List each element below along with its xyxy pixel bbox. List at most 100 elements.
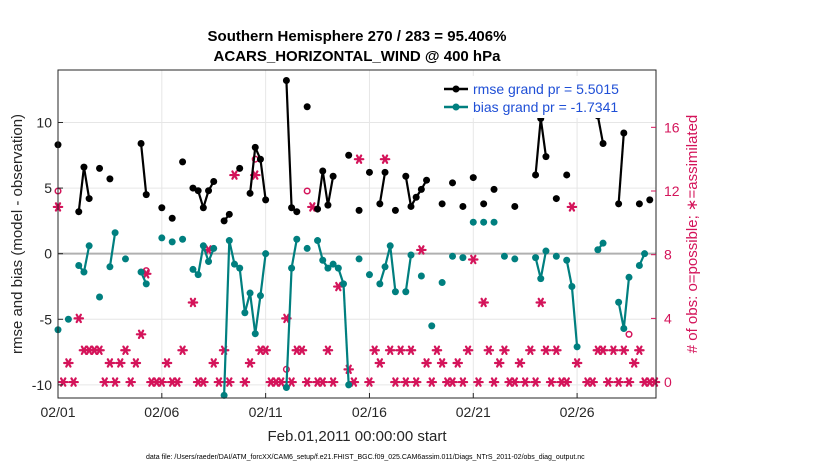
bias-line-segment <box>622 277 631 329</box>
bias-point <box>121 255 129 263</box>
y-tick-label-right: 4 <box>664 310 672 326</box>
assimilated-obs-marker <box>239 377 251 387</box>
rmse-point <box>552 195 560 203</box>
rmse-point <box>303 103 311 111</box>
bias-line-segment <box>290 239 298 269</box>
assimilated-obs-marker <box>135 329 147 340</box>
bias-point <box>386 242 394 250</box>
rmse-line-segment <box>321 170 330 206</box>
x-tick-label: 02/16 <box>352 404 387 420</box>
plot-frame <box>57 69 657 399</box>
bias-point <box>620 324 628 332</box>
y-tick-label-right: 12 <box>664 183 680 199</box>
bias-point <box>563 256 571 264</box>
assimilated-obs-marker <box>561 377 573 387</box>
assimilated-obs-marker <box>405 345 417 355</box>
bias-point <box>282 384 290 392</box>
obs-count-markers <box>52 154 661 387</box>
y-tick-label-left: 0 <box>44 246 52 262</box>
x-tick-label: 02/06 <box>144 404 179 420</box>
rmse-line-segment <box>139 143 148 195</box>
bias-point <box>199 242 207 250</box>
assimilated-obs-marker <box>457 377 469 387</box>
rmse-point <box>75 208 83 216</box>
assimilated-obs-marker <box>229 170 240 180</box>
possible-obs-marker <box>303 187 311 195</box>
bias-point <box>355 255 363 263</box>
rmse-point <box>220 217 228 225</box>
assimilated-obs-marker <box>519 377 531 387</box>
x-tick-label: 02/11 <box>249 404 283 420</box>
bias-point <box>428 322 436 330</box>
assimilated-obs-marker <box>431 345 443 355</box>
rmse-point <box>96 164 104 172</box>
assimilated-obs-marker <box>348 377 360 387</box>
assimilated-obs-marker <box>208 358 220 368</box>
assimilated-obs-marker <box>94 345 105 355</box>
bias-point <box>407 251 415 259</box>
bias-point <box>537 275 545 283</box>
rmse-point <box>417 185 425 193</box>
bias-point <box>96 293 104 301</box>
rmse-point <box>210 178 218 186</box>
bias-point <box>80 268 88 276</box>
y-tick-label-left: -5 <box>40 311 53 327</box>
assimilated-obs-marker <box>275 377 287 387</box>
bias-line-segment <box>223 240 231 396</box>
bias-point <box>106 263 114 271</box>
legend-rmse-marker <box>452 85 460 93</box>
assimilated-obs-marker <box>322 345 334 355</box>
rmse-point <box>563 171 571 179</box>
bias-point <box>168 238 176 246</box>
bias-point <box>417 272 425 280</box>
bias-line-segment <box>285 268 293 388</box>
rmse-point <box>85 195 93 203</box>
y-axis-label-right: # of obs: o=possible; ∗=assimilated <box>684 115 701 354</box>
bias-point <box>303 244 311 252</box>
rmse-point <box>137 139 145 147</box>
rmse-line-segment <box>326 176 335 206</box>
x-tick-label: 02/21 <box>456 404 491 420</box>
rmse-line-segment <box>77 166 86 212</box>
assimilated-obs-marker <box>224 377 235 387</box>
legend-bias-marker <box>452 103 460 111</box>
assimilated-obs-marker <box>172 377 183 387</box>
assimilated-obs-marker <box>130 358 142 368</box>
chart-title-line-2: ACARS_HORIZONTAL_WIND @ 400 hPa <box>214 48 502 65</box>
possible-obs-marker <box>625 330 633 338</box>
assimilated-obs-marker <box>156 377 168 387</box>
y-tick-label-left: 5 <box>44 180 52 196</box>
rmse-point <box>106 175 114 183</box>
rmse-point <box>412 193 420 201</box>
bias-line-segment <box>404 254 413 292</box>
footnote: data file: /Users/raeder/DAI/ATM_forcXX/… <box>146 454 585 461</box>
assimilated-obs-marker <box>244 358 256 368</box>
bias-line-segment <box>197 245 205 275</box>
bias-point <box>230 260 238 268</box>
assimilated-obs-marker <box>436 358 448 368</box>
bias-line-segment <box>238 267 246 313</box>
rmse-point <box>225 210 233 218</box>
legend-rmse-label: rmse grand pr = 5.5015 <box>473 81 619 97</box>
assimilated-obs-marker <box>125 377 136 387</box>
bias-point <box>641 250 649 258</box>
bias-point <box>319 256 327 264</box>
bias-point <box>329 260 337 268</box>
bias-line-segment <box>342 283 350 385</box>
rmse-point <box>293 208 301 216</box>
bias-point <box>615 298 623 306</box>
bias-point <box>573 343 581 351</box>
y-tick-label-right: 0 <box>664 374 672 390</box>
bias-point <box>365 271 373 279</box>
assimilated-obs-marker <box>410 377 422 387</box>
assimilated-obs-marker <box>623 377 635 387</box>
bias-point <box>625 273 633 281</box>
assimilated-obs-marker <box>68 377 79 387</box>
assimilated-obs-marker <box>597 345 609 355</box>
plot-area <box>58 70 656 398</box>
assimilated-obs-marker <box>618 345 630 355</box>
bias-point <box>137 268 145 276</box>
assimilated-obs-marker <box>525 345 536 355</box>
chart-title-line-1: Southern Hemisphere 270 / 283 = 95.406% <box>208 28 507 45</box>
y-tick-label-left: 10 <box>36 114 52 130</box>
